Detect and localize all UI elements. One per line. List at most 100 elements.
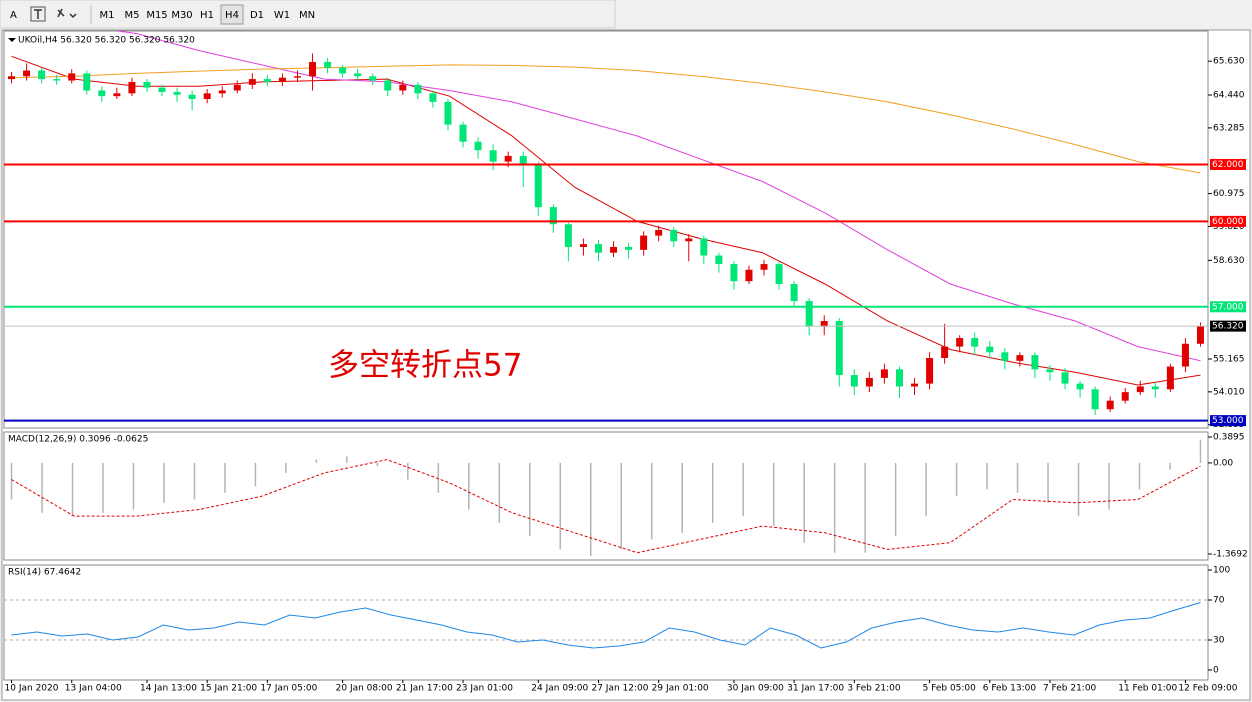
timeframe-button[interactable]: H1 <box>200 10 214 21</box>
timeframe-button[interactable]: M15 <box>146 10 167 21</box>
timeframe-button[interactable]: M1 <box>100 10 115 21</box>
level-label: 60.000 <box>1212 217 1244 227</box>
chart-title: UKOil,H4 56.320 56.320 56.320 56.320 <box>18 36 195 46</box>
candle-body <box>715 255 723 265</box>
candle-body <box>38 70 46 80</box>
candle-body <box>926 357 934 384</box>
candle-body <box>83 73 91 91</box>
timeframe-button[interactable]: M5 <box>125 10 140 21</box>
rsi-panel <box>3 564 1209 681</box>
candle-body <box>444 101 452 125</box>
candle-body <box>384 80 392 91</box>
candle-body <box>324 62 332 68</box>
candle-body <box>911 383 919 387</box>
x-tick-label: 29 Jan 01:00 <box>652 684 709 694</box>
macd-title: MACD(12,26,9) 0.3096 -0.0625 <box>8 435 148 445</box>
candle-body <box>640 235 648 250</box>
candle-body <box>1091 389 1099 410</box>
candle-body <box>986 346 994 353</box>
x-tick-label: 7 Feb 21:00 <box>1043 684 1097 694</box>
candle-body <box>203 93 211 100</box>
y-tick-label: 30 <box>1213 636 1225 646</box>
x-tick-label: 12 Feb 09:00 <box>1178 684 1237 694</box>
candle-body <box>188 94 196 100</box>
timeframe-pressed <box>220 4 244 25</box>
candle-body <box>594 244 602 253</box>
candle-body <box>610 247 618 253</box>
rsi-title: RSI(14) 67.4642 <box>8 568 81 578</box>
x-tick-label: 23 Jan 01:00 <box>456 684 513 694</box>
candle-body <box>1196 326 1204 344</box>
candle-body <box>354 73 362 77</box>
candle-body <box>1046 369 1054 373</box>
y-tick-label: 55.165 <box>1213 354 1245 364</box>
candle-body <box>1106 400 1114 410</box>
candle-body <box>98 90 106 97</box>
candle-body <box>805 301 813 327</box>
candle-body <box>1061 372 1069 384</box>
y-tick-label: 70 <box>1213 596 1225 606</box>
moving-average <box>11 64 1201 174</box>
menu-arrow[interactable] <box>8 38 16 42</box>
y-tick-label: 60.975 <box>1213 189 1245 199</box>
rsi-line <box>11 602 1201 649</box>
candle-body <box>23 70 31 77</box>
x-tick-label: 27 Jan 12:00 <box>591 684 648 694</box>
candle-body <box>128 81 136 94</box>
candle-body <box>53 79 61 81</box>
y-tick-label: 0.3895 <box>1213 433 1245 443</box>
candle-body <box>489 150 497 162</box>
candle-body <box>309 62 317 77</box>
candle-body <box>8 76 16 80</box>
candle-body <box>820 320 828 327</box>
candle-body <box>113 93 121 97</box>
candle-body <box>865 377 873 387</box>
macd-signal <box>11 459 1201 554</box>
candle-body <box>1076 383 1084 390</box>
x-tick-label: 20 Jan 08:00 <box>336 684 393 694</box>
timeframe-button[interactable]: H4 <box>225 10 239 21</box>
timeframe-button[interactable]: M30 <box>171 10 192 21</box>
candle-body <box>895 369 903 387</box>
candle-body <box>1031 355 1039 370</box>
timeframe-button[interactable]: D1 <box>250 10 264 21</box>
candle-body <box>564 224 572 248</box>
x-tick-label: 15 Jan 21:00 <box>200 684 257 694</box>
candle-body <box>775 264 783 284</box>
y-tick-label: 0 <box>1213 666 1219 676</box>
x-tick-label: 10 Jan 2020 <box>5 684 59 694</box>
y-tick-label: 64.440 <box>1213 91 1245 101</box>
candle-body <box>745 269 753 282</box>
timeframe-button[interactable]: MN <box>299 10 315 21</box>
level-label: 62.000 <box>1212 160 1244 170</box>
candle-body <box>850 375 858 387</box>
x-tick-label: 13 Jan 04:00 <box>65 684 122 694</box>
timeframe-button[interactable]: W1 <box>274 10 290 21</box>
candle-body <box>655 229 663 236</box>
candle-body <box>956 338 964 347</box>
candle-body <box>700 238 708 256</box>
candle-body <box>173 91 181 95</box>
candle-body <box>1001 352 1009 361</box>
tool-text[interactable]: A <box>10 10 17 21</box>
toolbar <box>0 0 616 29</box>
x-tick-label: 5 Feb 05:00 <box>923 684 977 694</box>
candle-body <box>1181 343 1189 367</box>
candle-body <box>399 84 407 91</box>
shapes-tool[interactable] <box>57 8 77 19</box>
candle-body <box>625 247 633 250</box>
x-tick-label: 31 Jan 17:00 <box>787 684 844 694</box>
text-label-icon <box>34 9 42 19</box>
main-panel <box>3 30 1209 429</box>
candle-body <box>143 81 151 88</box>
candle-body <box>971 338 979 347</box>
text-label-tool[interactable] <box>30 6 46 22</box>
x-tick-label: 21 Jan 17:00 <box>396 684 453 694</box>
candle-body <box>1016 355 1024 361</box>
candle-body <box>1136 386 1144 393</box>
annotation: 多空转折点57 <box>328 348 522 384</box>
y-tick-label: 0.00 <box>1213 458 1233 468</box>
candle-body <box>790 283 798 302</box>
y-tick-label: 65.630 <box>1213 57 1245 67</box>
x-tick-label: 6 Feb 13:00 <box>983 684 1037 694</box>
